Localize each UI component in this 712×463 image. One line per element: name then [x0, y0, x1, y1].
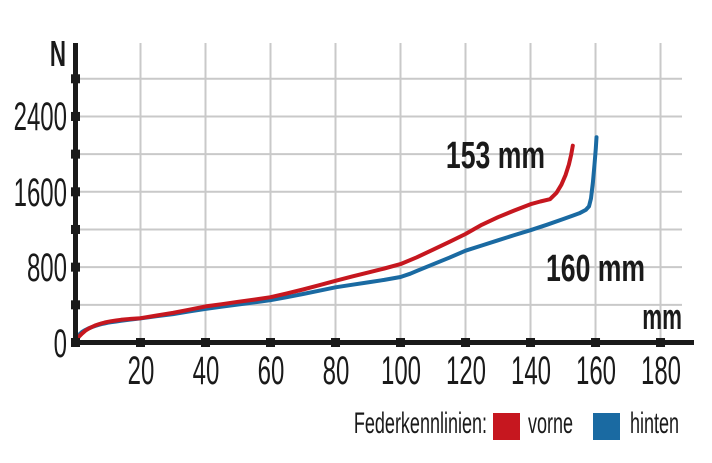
x-tick-label: 60: [257, 349, 284, 393]
x-tick-mark: [201, 338, 211, 347]
y-tick-mark: [71, 300, 80, 310]
y-tick-label: 0: [53, 321, 67, 366]
legend-label-vorne: vorne: [528, 407, 574, 440]
x-tick-mark: [136, 338, 146, 347]
x-tick-mark: [591, 338, 601, 347]
annotation-153mm: 153 mm: [446, 134, 546, 177]
y-tick-mark: [71, 224, 80, 234]
x-tick-mark: [461, 338, 471, 347]
gridlines: [75, 43, 682, 343]
y-tick-mark: [71, 187, 80, 197]
y-tick-label: 800: [26, 246, 67, 291]
x-tick-label: 180: [640, 349, 681, 393]
x-tick-mark: [266, 338, 276, 347]
y-tick-mark: [71, 149, 80, 159]
y-tick-mark: [71, 111, 80, 121]
x-tick-label: 160: [575, 349, 616, 393]
x-tick-mark: [331, 338, 341, 347]
y-axis-unit-label: N: [49, 33, 66, 74]
legend-label-hinten: hinten: [630, 407, 680, 440]
x-tick-mark: [656, 338, 666, 347]
y-tick-mark: [71, 74, 80, 84]
x-tick-mark: [526, 338, 536, 347]
x-tick-label: 40: [192, 349, 219, 393]
annotation-160mm: 160 mm: [546, 248, 646, 291]
x-tick-label: 80: [322, 349, 349, 393]
x-axis-line: [73, 340, 694, 345]
legend-swatch-vorne-icon: [493, 413, 520, 440]
y-tick-mark: [71, 262, 80, 272]
x-tick-mark: [396, 338, 406, 347]
series-vorne-line: [73, 143, 575, 345]
x-tick-label: 20: [127, 349, 154, 393]
y-tick-mark: [71, 338, 80, 347]
x-axis-unit-label: mm: [642, 296, 682, 337]
y-tick-label: 1600: [13, 170, 67, 215]
axes: [71, 43, 694, 347]
x-tick-label: 140: [510, 349, 551, 393]
x-tick-label: 100: [380, 349, 421, 393]
y-tick-label: 2400: [13, 95, 67, 140]
legend-title: Federkennlinien:: [353, 407, 487, 440]
x-tick-label: 120: [445, 349, 486, 393]
legend-swatch-hinten-icon: [593, 413, 620, 440]
